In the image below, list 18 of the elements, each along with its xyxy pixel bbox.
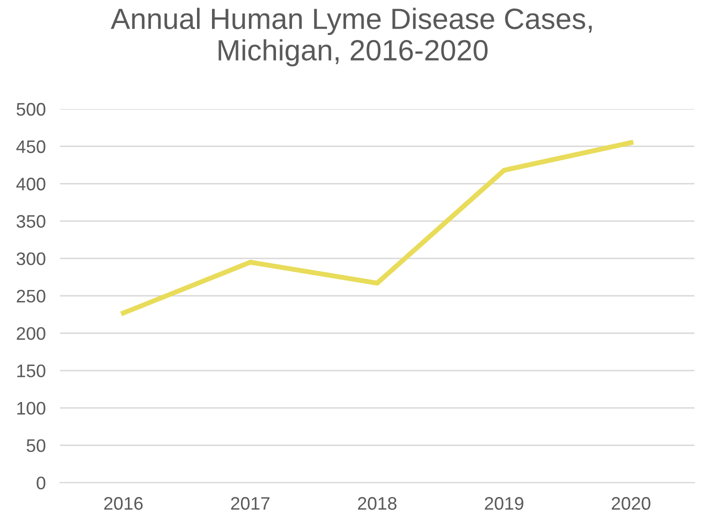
y-tick-label: 300 [16, 252, 46, 266]
y-tick-label: 450 [16, 140, 46, 154]
y-tick-label: 150 [17, 364, 46, 378]
y-tick-label: 350 [16, 215, 46, 228]
y-tick-label: 500 [16, 102, 46, 116]
y-tick-label: 200 [16, 327, 46, 340]
x-tick-label: 2018 [358, 497, 396, 510]
x-tick-label: 2020 [612, 497, 650, 510]
x-tick-label: 2016 [104, 497, 143, 510]
y-tick-label: 400 [16, 178, 46, 190]
y-tick-label: 50 [26, 439, 46, 452]
chart-title: Annual Human Lyme Disease Cases, Michigan, 2016-2020 [110, 8, 592, 66]
y-tick-label: 0 [36, 476, 46, 490]
y-tick-label: 100 [17, 402, 46, 415]
line-series [120, 140, 634, 316]
x-tick-label: 2017 [231, 497, 270, 510]
x-tick-label: 2019 [484, 497, 524, 510]
y-tick-label: 250 [16, 290, 46, 303]
